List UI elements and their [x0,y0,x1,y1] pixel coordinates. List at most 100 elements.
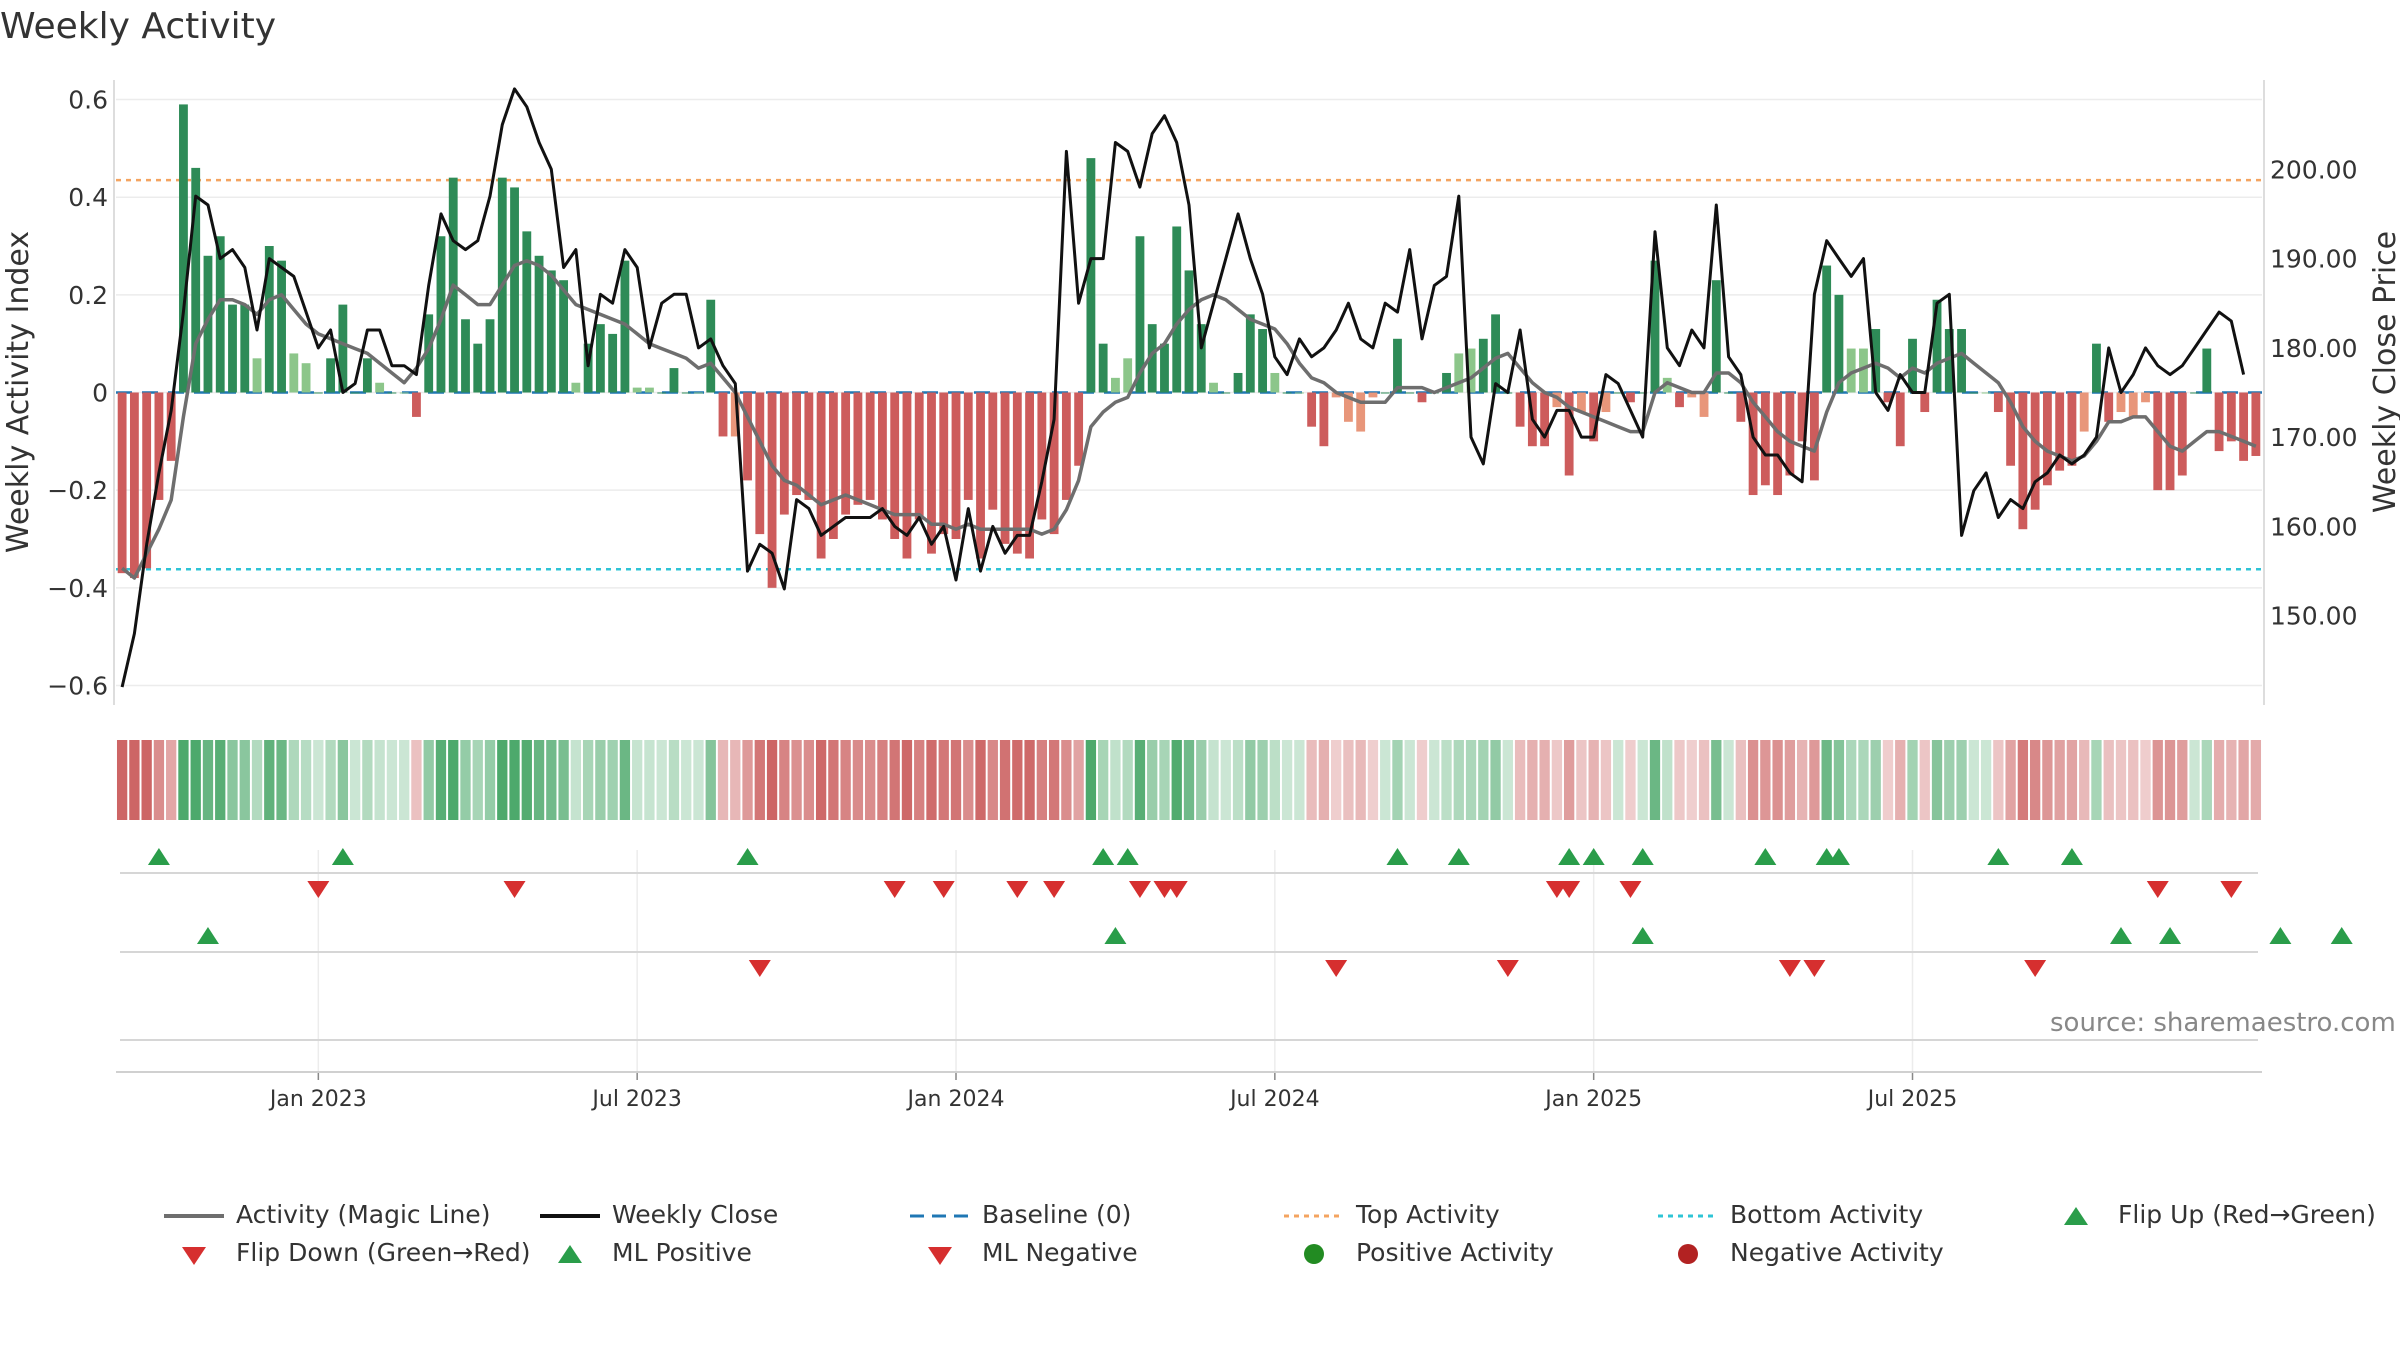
x-tick-label: Jul 2025 [1866,1087,1958,1112]
activity-bar [1687,392,1697,398]
activity-bar [129,392,139,579]
activity-strip-cell [2091,740,2102,820]
activity-strip-cell [1747,740,1759,820]
ml-negative-marker [1325,960,1348,977]
activity-strip-cell [1858,740,1869,820]
activity-bar [2226,392,2236,442]
ml-negative-marker [748,960,771,977]
activity-bar [277,260,286,393]
activity-strip-cell [570,740,582,820]
activity-bar [1478,338,1488,393]
y-tick-left: −0.2 [47,476,108,505]
activity-bar [1491,314,1500,393]
activity-bar [1405,392,1415,394]
activity-bar [1638,392,1648,394]
activity-bar [2018,392,2028,530]
activity-bar [338,304,348,393]
activity-bar [1969,392,1979,394]
activity-strip-cell [1563,740,1575,820]
activity-strip-cell [1895,740,1906,820]
legend-flip-down: Flip Down (Green→Red) [164,1238,531,1267]
y-tick-right: 170.00 [2270,423,2357,452]
activity-strip-cell [1870,740,1881,820]
activity-strip-cell [2152,740,2163,820]
flip-down-marker [1128,881,1151,898]
activity-bar [240,304,250,393]
activity-bar [694,392,703,394]
activity-strip-cell [1122,740,1133,820]
activity-strip-cell [840,740,851,820]
activity-bar [1809,392,1819,481]
activity-strip-cell [693,740,704,820]
activity-bar [1012,392,1022,554]
activity-bar [1748,392,1758,496]
activity-bar [2128,392,2138,417]
activity-strip-cell [116,740,128,820]
activity-bar [1331,392,1341,398]
legend-top-activity: Top Activity [1284,1200,1500,1229]
activity-strip-cell [1343,740,1354,820]
flip-up-marker [1386,848,1409,865]
activity-strip-cell [2213,740,2225,820]
activity-bar [1540,392,1550,447]
activity-bar [1957,329,1966,393]
activity-strip-cell [619,740,631,820]
activity-strip-cell [141,740,152,820]
chart-title: Weekly Activity [0,6,277,47]
activity-bar [939,392,949,535]
activity-strip-cell [901,740,913,820]
activity-strip-cell [264,740,275,820]
activity-strip-cell [2005,740,2016,820]
flip-up-marker [1092,848,1115,865]
activity-bar [1699,392,1709,417]
legend-ml-positive: ML Positive [540,1238,752,1267]
ml-positive-marker [196,927,219,944]
activity-strip-cell [889,740,900,820]
activity-strip-cell [190,740,201,820]
flip-up-marker [2060,848,2083,865]
activity-bar [289,353,299,393]
activity-strip-cell [533,740,545,820]
flip-down-marker [2220,881,2243,898]
legend-positive-activity: Positive Activity [1284,1238,1554,1267]
activity-strip-cell [325,740,336,820]
activity-strip-cell [423,740,434,820]
activity-strip-cell [975,740,986,820]
activity-bar [620,260,630,393]
magic-line-swatch [164,1203,224,1229]
activity-bar [1724,392,1733,394]
activity-strip-cell [1294,740,1305,820]
ml-negative-marker [1803,960,1826,977]
activity-bar [2116,392,2126,413]
activity-bar [1601,392,1611,413]
activity-bar [522,231,532,393]
activity-strip-cell [521,740,532,820]
activity-bar [2153,392,2163,491]
activity-strip-cell [1147,740,1158,820]
flip-down-marker [1558,881,1581,898]
activity-bar [1319,392,1329,447]
activity-bar [166,392,176,461]
activity-bar [1111,377,1120,393]
activity-strip-cell [1061,740,1072,820]
activity-strip-cell [1674,740,1685,820]
activity-strip-cell [1944,740,1955,820]
activity-strip-cell [1833,740,1845,820]
flip-up-marker [1116,848,1139,865]
activity-bar [1576,392,1586,413]
activity-strip-cell [484,740,496,820]
y-tick-right: 200.00 [2270,155,2357,184]
activity-strip-cell [730,740,741,820]
activity-strip-cell [1318,740,1330,820]
activity-strip-cell [337,740,349,820]
activity-strip-cell [1380,740,1391,820]
activity-strip-cell [1441,740,1452,820]
activity-bar [2092,343,2101,393]
activity-bar [179,104,188,393]
activity-bar [792,392,802,496]
activity-bar [1380,392,1390,394]
activity-bar [976,392,985,559]
activity-bar [583,343,593,393]
activity-strip-cell [1514,740,1526,820]
